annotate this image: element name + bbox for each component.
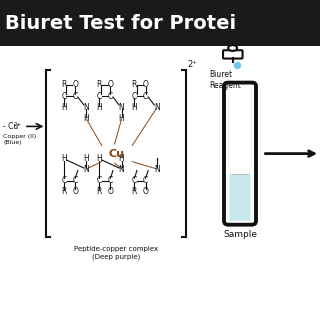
Text: N: N — [154, 165, 160, 174]
Text: H: H — [61, 154, 67, 163]
Text: R: R — [132, 188, 137, 196]
Text: H: H — [132, 103, 137, 112]
Text: H: H — [119, 114, 124, 123]
Text: C: C — [108, 92, 113, 100]
Text: N: N — [84, 103, 89, 112]
Text: R: R — [61, 80, 67, 89]
Text: - Cu: - Cu — [3, 122, 19, 131]
Text: O: O — [108, 80, 113, 89]
Text: R: R — [61, 188, 67, 196]
Text: C: C — [132, 176, 137, 185]
Text: H: H — [119, 154, 124, 163]
Text: N: N — [84, 165, 89, 174]
Text: C: C — [132, 92, 137, 100]
FancyBboxPatch shape — [223, 50, 243, 59]
Text: Peptide-copper complex
(Deep purple): Peptide-copper complex (Deep purple) — [74, 246, 158, 260]
Text: H: H — [61, 103, 67, 112]
Text: C: C — [61, 92, 67, 100]
Text: O: O — [72, 188, 78, 196]
Text: H: H — [96, 154, 102, 163]
Text: H: H — [84, 154, 89, 163]
Text: O: O — [143, 80, 148, 89]
Text: C: C — [73, 92, 78, 100]
FancyBboxPatch shape — [231, 94, 249, 174]
Text: N: N — [119, 165, 124, 174]
Text: O: O — [143, 188, 148, 196]
Text: Biuret Test for Protei: Biuret Test for Protei — [5, 14, 236, 33]
Text: R: R — [97, 188, 102, 196]
FancyBboxPatch shape — [229, 173, 251, 221]
Text: C: C — [97, 176, 102, 185]
Text: C: C — [143, 92, 148, 100]
Text: C: C — [97, 92, 102, 100]
Text: H: H — [96, 103, 102, 112]
FancyBboxPatch shape — [224, 83, 256, 225]
Text: R: R — [132, 80, 137, 89]
Text: 2+: 2+ — [13, 122, 22, 127]
Ellipse shape — [228, 45, 237, 51]
Text: R: R — [97, 80, 102, 89]
Text: C: C — [108, 176, 113, 185]
Text: O: O — [108, 188, 113, 196]
Text: C: C — [143, 176, 148, 185]
Text: Cu: Cu — [108, 148, 124, 159]
Point — [235, 62, 240, 68]
Text: Biuret
Reagent: Biuret Reagent — [210, 70, 242, 90]
Text: C: C — [61, 176, 67, 185]
Text: Copper (II): Copper (II) — [3, 133, 36, 139]
Text: C: C — [73, 176, 78, 185]
Text: 2⁺: 2⁺ — [188, 60, 197, 69]
Text: O: O — [72, 80, 78, 89]
FancyBboxPatch shape — [0, 0, 320, 46]
Text: N: N — [119, 103, 124, 112]
Text: (Blue): (Blue) — [3, 140, 22, 145]
Text: H: H — [84, 114, 89, 123]
Text: N: N — [154, 103, 160, 112]
Text: Sample: Sample — [223, 230, 257, 239]
